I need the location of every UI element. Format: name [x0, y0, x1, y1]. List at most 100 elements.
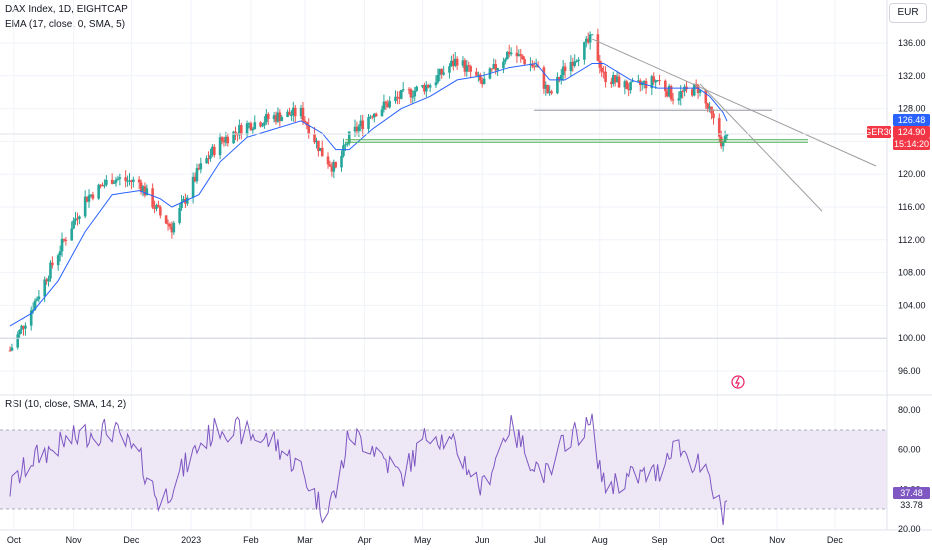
candle-body — [450, 60, 453, 67]
candle-body — [696, 85, 700, 93]
candle-body — [654, 80, 657, 83]
candle-body — [199, 163, 203, 170]
candle-body — [33, 300, 37, 310]
candle-body — [421, 85, 424, 87]
candle-body — [509, 52, 513, 55]
candle-body — [477, 74, 480, 76]
rsi-axis-label: 60.00 — [898, 445, 921, 455]
price-axis-label: 104.00 — [898, 300, 926, 310]
candle-body — [58, 251, 62, 256]
candle-body — [101, 185, 104, 187]
candle-body — [49, 262, 52, 279]
currency-button[interactable]: EUR — [889, 3, 927, 23]
candle-body — [665, 91, 669, 97]
candle-body — [103, 184, 106, 186]
candle-body — [517, 54, 521, 57]
candle-body — [590, 34, 594, 36]
candle-body — [85, 196, 89, 202]
candle-body — [18, 329, 21, 335]
symbol-tag: GER30 — [864, 127, 894, 137]
candle-body — [559, 75, 563, 81]
candle-body — [205, 158, 208, 164]
rsi-band — [0, 430, 887, 509]
candle-body — [8, 350, 12, 352]
candle-body — [220, 137, 224, 141]
candle-body — [266, 114, 270, 120]
time-axis-label: 2023 — [181, 535, 201, 545]
candle-body — [182, 198, 185, 202]
time-axis-label: Sep — [652, 535, 668, 545]
candle-body — [10, 347, 14, 351]
candle-body — [265, 114, 268, 123]
candle-body — [91, 194, 95, 199]
candle-body — [319, 147, 322, 152]
candle-body — [247, 123, 251, 125]
candle-body — [426, 84, 430, 88]
candle-body — [97, 184, 100, 199]
time-axis-label: Dec — [123, 535, 140, 545]
candle-body — [155, 204, 158, 209]
candle-body — [598, 60, 602, 68]
candle-body — [396, 96, 399, 98]
candle-body — [286, 111, 289, 117]
candle-body — [586, 38, 590, 43]
candle-body — [563, 66, 567, 72]
candle-body — [692, 84, 696, 96]
candle-body — [504, 59, 507, 62]
price-axis-label: 100.00 — [898, 333, 926, 343]
candle-body — [534, 65, 538, 67]
lightning-icon[interactable] — [731, 375, 745, 389]
time-axis-label: Aug — [592, 535, 608, 545]
candle-body — [467, 65, 471, 67]
candle-body — [677, 98, 681, 101]
candle-body — [478, 74, 482, 81]
candle-body — [276, 112, 280, 122]
candle-body — [369, 116, 372, 118]
candle-body — [631, 81, 634, 83]
candle-body — [723, 135, 727, 143]
candle-body — [211, 146, 214, 156]
candle-body — [448, 66, 451, 73]
time-axis-label: Dec — [827, 535, 844, 545]
candle-body — [721, 142, 725, 147]
candle-body — [671, 99, 675, 101]
rsi-value-tag: 37.48 — [900, 488, 923, 498]
candle-body — [118, 177, 122, 179]
candle-body — [706, 103, 710, 109]
candle-body — [226, 136, 230, 144]
candle-body — [523, 59, 526, 65]
candle-body — [425, 84, 428, 92]
time-axis-label: Nov — [769, 535, 786, 545]
candle-body — [145, 188, 149, 196]
candle-body — [37, 296, 41, 300]
candle-body — [83, 196, 87, 217]
candle-body — [159, 207, 162, 216]
candle-body — [280, 116, 284, 122]
time-axis-label: Oct — [710, 535, 725, 545]
candle-body — [299, 107, 303, 117]
candle-body — [658, 80, 661, 82]
candle-body — [16, 334, 20, 348]
trend-line-short[interactable] — [699, 83, 823, 212]
candle-body — [332, 161, 336, 172]
candle-body — [170, 226, 174, 233]
candle-body — [596, 34, 600, 61]
trend-line-long[interactable] — [591, 38, 877, 167]
rsi-ma-tag-bg — [893, 499, 930, 511]
candle-body — [320, 147, 324, 157]
candle-body — [380, 109, 384, 117]
rsi-axis-label: 80.00 — [898, 405, 921, 415]
candle-body — [469, 66, 472, 72]
candle-body — [344, 144, 347, 146]
candle-body — [342, 145, 345, 156]
candle-body — [35, 299, 39, 301]
rsi-legend: RSI (10, close, SMA, 14, 2) — [5, 399, 127, 410]
candle-body — [656, 80, 659, 82]
candle-body — [290, 115, 293, 117]
candle-body — [667, 86, 671, 97]
candle-body — [45, 279, 48, 282]
candle-body — [99, 184, 102, 186]
candle-body — [60, 238, 64, 252]
candle-body — [505, 51, 509, 60]
